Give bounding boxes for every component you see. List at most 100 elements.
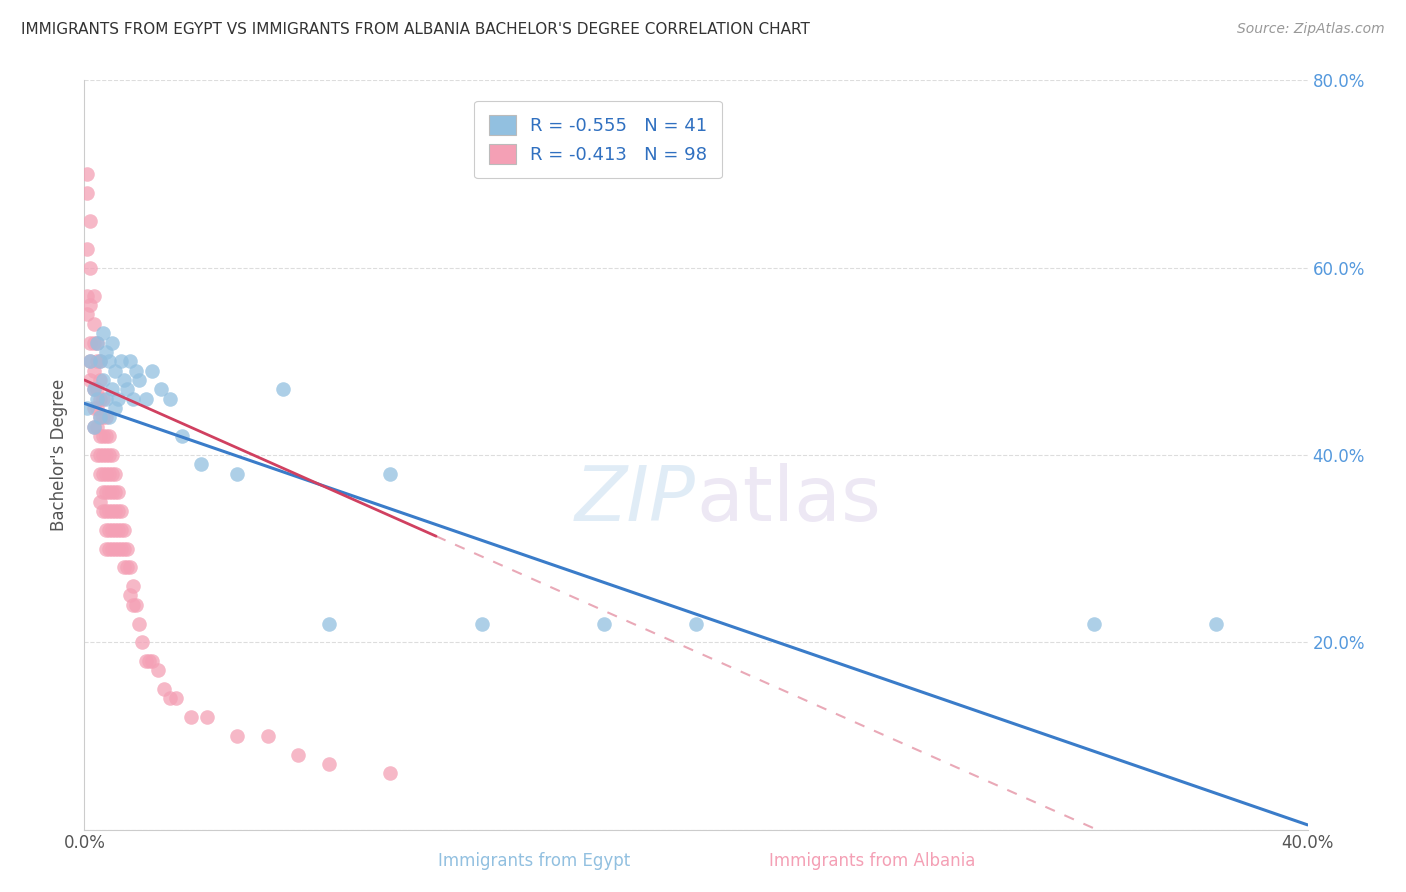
Point <box>380 467 402 481</box>
Point <box>122 579 145 593</box>
Point <box>172 429 194 443</box>
Point <box>83 289 105 303</box>
Point <box>89 373 111 387</box>
Legend: R = -0.555   N = 41, R = -0.413   N = 98: R = -0.555 N = 41, R = -0.413 N = 98 <box>474 101 721 178</box>
Point <box>91 392 114 406</box>
Y-axis label: Bachelor's Degree: Bachelor's Degree <box>51 379 69 531</box>
Text: IMMIGRANTS FROM EGYPT VS IMMIGRANTS FROM ALBANIA BACHELOR'S DEGREE CORRELATION C: IMMIGRANTS FROM EGYPT VS IMMIGRANTS FROM… <box>21 22 810 37</box>
Point <box>107 541 129 556</box>
Point <box>79 354 101 368</box>
Point <box>141 654 163 668</box>
Point <box>141 364 163 378</box>
Point <box>226 467 249 481</box>
Point <box>76 401 98 416</box>
Point <box>89 429 111 443</box>
Point <box>1083 616 1105 631</box>
Point <box>195 710 218 724</box>
Point <box>89 354 111 368</box>
Point <box>112 373 135 387</box>
Point <box>86 335 108 350</box>
Point <box>112 523 135 537</box>
Point <box>107 504 129 518</box>
Point <box>257 729 280 743</box>
Point <box>593 616 616 631</box>
Point <box>146 664 169 678</box>
Point <box>79 298 101 312</box>
Text: ZIP: ZIP <box>575 463 696 537</box>
Point <box>83 420 105 434</box>
Point <box>83 420 105 434</box>
Point <box>83 401 105 416</box>
Point <box>79 260 101 275</box>
Point <box>86 382 108 396</box>
Point <box>76 186 98 200</box>
Point <box>83 382 105 396</box>
Point <box>101 541 124 556</box>
Point <box>287 747 309 762</box>
Point <box>190 457 212 471</box>
Point <box>101 485 124 500</box>
Point <box>471 616 494 631</box>
Point <box>149 382 172 396</box>
Point <box>104 364 127 378</box>
Point <box>101 382 124 396</box>
Point <box>76 167 98 181</box>
Point <box>94 523 117 537</box>
Point <box>79 373 101 387</box>
Point <box>271 382 294 396</box>
Text: Immigrants from Egypt: Immigrants from Egypt <box>439 852 630 870</box>
Point <box>104 467 127 481</box>
Point <box>125 598 148 612</box>
Point <box>122 598 145 612</box>
Point <box>94 504 117 518</box>
Point <box>86 420 108 434</box>
Point <box>104 541 127 556</box>
Point <box>76 242 98 256</box>
Point <box>107 485 129 500</box>
Point <box>97 485 120 500</box>
Point <box>122 392 145 406</box>
Point <box>153 682 176 697</box>
Point <box>89 410 111 425</box>
Point <box>94 429 117 443</box>
Point <box>94 410 117 425</box>
Point <box>94 485 117 500</box>
Point <box>135 654 157 668</box>
Point <box>135 392 157 406</box>
Point <box>120 560 142 574</box>
Point <box>97 523 120 537</box>
Point <box>97 541 120 556</box>
Point <box>91 410 114 425</box>
Point <box>104 401 127 416</box>
Point <box>97 467 120 481</box>
Point <box>112 560 135 574</box>
Point <box>79 335 101 350</box>
Point <box>89 410 111 425</box>
Point <box>76 307 98 321</box>
Point <box>97 448 120 462</box>
Point <box>318 616 340 631</box>
Point <box>89 354 111 368</box>
Point <box>91 429 114 443</box>
Point <box>318 756 340 771</box>
Point <box>107 392 129 406</box>
Point <box>83 382 105 396</box>
Point <box>94 541 117 556</box>
Point <box>86 401 108 416</box>
Point <box>120 589 142 603</box>
Point <box>86 354 108 368</box>
Point <box>91 373 114 387</box>
Point <box>83 335 105 350</box>
Point <box>128 616 150 631</box>
Point <box>89 392 111 406</box>
Point <box>101 335 124 350</box>
Point <box>86 335 108 350</box>
Point <box>110 541 132 556</box>
Point <box>165 691 187 706</box>
Point <box>159 392 181 406</box>
Point <box>115 560 138 574</box>
Point <box>115 382 138 396</box>
Point <box>91 448 114 462</box>
Text: Immigrants from Albania: Immigrants from Albania <box>769 852 974 870</box>
Point <box>138 654 160 668</box>
